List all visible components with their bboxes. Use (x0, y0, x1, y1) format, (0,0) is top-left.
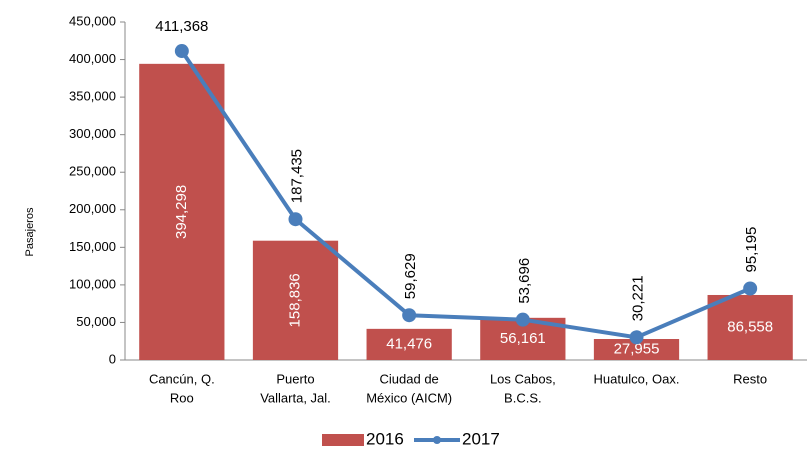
bar-value-label: 394,298 (173, 185, 190, 239)
y-tick-label: 0 (109, 351, 116, 366)
y-tick-label: 200,000 (69, 201, 116, 216)
y-tick-label: 300,000 (69, 126, 116, 141)
legend-swatch (322, 434, 364, 446)
line-value-label: 411,368 (155, 18, 208, 35)
y-tick-label: 100,000 (69, 276, 116, 291)
x-tick-label: Resto (733, 371, 767, 386)
line-value-label: 53,696 (516, 258, 533, 304)
bar (366, 328, 452, 360)
bar-value-label: 86,558 (727, 318, 773, 335)
line-marker (288, 212, 303, 227)
legend-label: 2016 (366, 429, 404, 448)
bar (139, 63, 225, 361)
y-tick-label: 400,000 (69, 51, 116, 66)
bar (707, 294, 793, 360)
x-tick-label: B.C.S. (504, 390, 542, 405)
bar-value-label: 56,161 (500, 330, 546, 347)
line-marker (402, 308, 417, 323)
line-value-label: 59,629 (402, 253, 419, 299)
x-tick-label: Huatulco, Oax. (594, 371, 680, 386)
line-marker (743, 281, 758, 296)
y-tick-label: 150,000 (69, 239, 116, 254)
bar-value-label: 158,836 (286, 273, 303, 327)
legend-marker (433, 436, 441, 444)
y-axis-title: Pasajeros (24, 207, 36, 256)
bar (593, 339, 680, 360)
bar (252, 240, 339, 360)
legend-label: 2017 (462, 429, 500, 448)
line-value-label: 95,195 (743, 227, 760, 273)
x-tick-label: Ciudad de (380, 371, 439, 386)
line-marker (515, 312, 530, 327)
x-tick-label: Vallarta, Jal. (260, 390, 331, 405)
bar-value-label: 41,476 (386, 335, 432, 352)
y-tick-label: 250,000 (69, 164, 116, 179)
y-tick-label: 350,000 (69, 89, 116, 104)
line-marker (629, 330, 644, 345)
line (180, 49, 751, 340)
x-tick-label: Cancún, Q. (149, 371, 215, 386)
line-value-label: 187,435 (288, 149, 305, 203)
x-tick-label: México (AICM) (366, 390, 452, 405)
line-value-label: 30,221 (629, 275, 646, 321)
y-tick-label: 450,000 (69, 13, 116, 28)
x-tick-label: Roo (170, 390, 194, 405)
x-tick-label: Puerto (276, 371, 314, 386)
x-tick-label: Los Cabos, (490, 371, 556, 386)
line-marker (174, 44, 189, 59)
y-tick-label: 50,000 (76, 314, 116, 329)
bar-value-label: 27,955 (614, 340, 660, 357)
